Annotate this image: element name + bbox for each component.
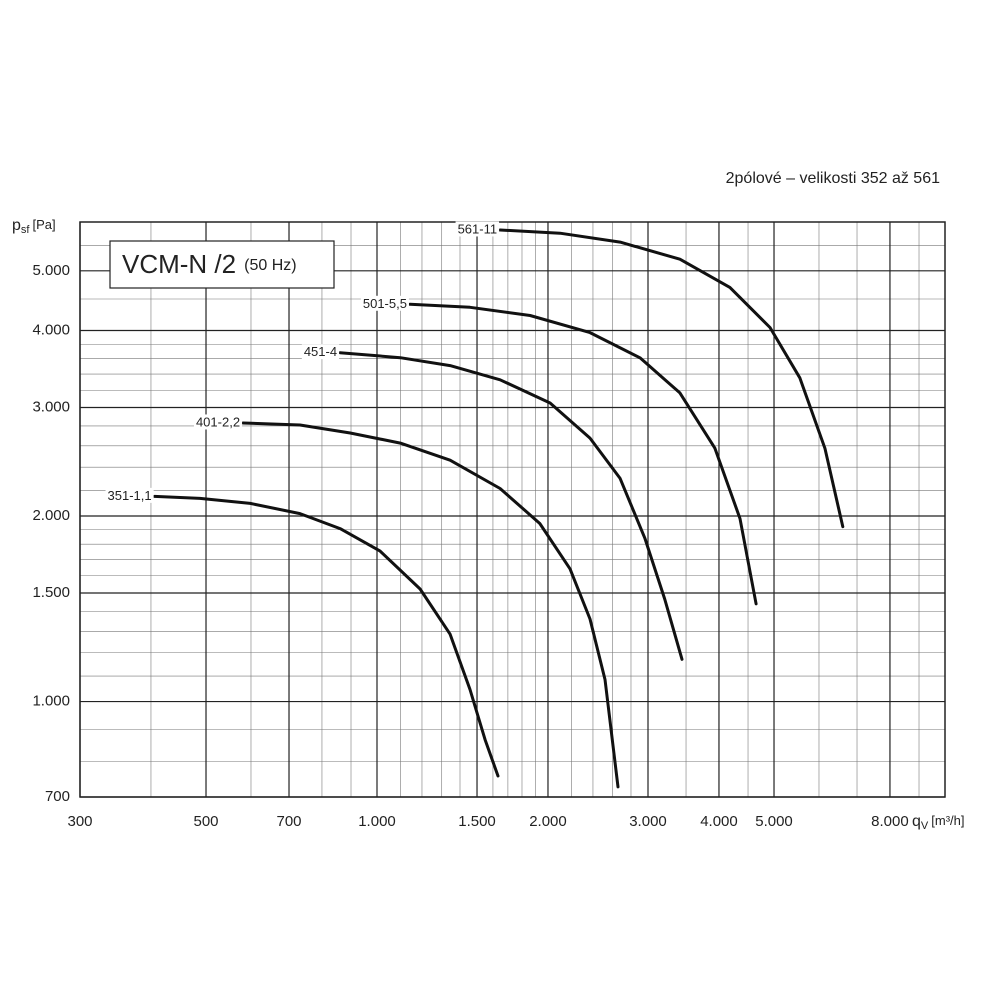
x-tick-label: 300 [67,813,92,830]
fan-curve [408,302,758,606]
x-tick-label: 5.000 [755,813,793,830]
y-tick-label: 3.000 [32,398,70,415]
chart-subtitle: 2pólové – velikosti 352 až 561 [726,170,940,187]
axis-label-sub: sf [21,224,31,236]
x-tick-label: 700 [276,813,301,830]
fan-curve [338,351,684,661]
y-label: psf [Pa] [12,217,56,236]
axis-label-main: p [12,217,21,234]
series-label: 451-4 [304,344,337,359]
x-tick-label: 2.000 [529,813,567,830]
series-label: 401-2,2 [196,414,240,429]
y-tick-label: 1.500 [32,584,70,601]
axis-label-unit: [m³/h] [931,813,964,828]
series-label-bg [105,487,154,503]
series-label: 351-1,1 [108,488,152,503]
axis-label-main: q [912,813,921,830]
series-label-bg [301,344,340,360]
series-label: 501-5,5 [363,296,407,311]
x-tick-label: 1.500 [458,813,496,830]
x-tick-label: 500 [193,813,218,830]
series-label-bg [455,221,500,237]
chart-title: VCM-N /2 [122,249,236,279]
series-label: 561-11 [458,221,498,236]
y-tick-label: 1.000 [32,693,70,710]
fan-curve [498,228,845,529]
series-label-bg [193,414,243,430]
title-box [109,240,335,289]
axis-label-sub: V [921,820,929,832]
y-tick-label: 2.000 [32,507,70,524]
fan-curve [241,421,620,789]
x-tick-label: 3.000 [629,813,667,830]
plot-frame [79,221,946,798]
fan-curve [153,494,500,778]
series-label-bg [360,295,409,311]
y-tick-label: 700 [45,788,70,805]
x-tick-label: 4.000 [700,813,738,830]
x-tick-label: 8.000 [871,813,909,830]
x-tick-label: 1.000 [358,813,396,830]
chart-title-group: VCM-N /2 (50 Hz) [122,249,297,279]
y-tick-label: 4.000 [32,321,70,338]
x-label: qV [m³/h] [912,813,964,832]
chart-title-note: (50 Hz) [244,257,296,274]
axis-label-unit: [Pa] [32,217,55,232]
y-tick-label: 5.000 [32,262,70,279]
